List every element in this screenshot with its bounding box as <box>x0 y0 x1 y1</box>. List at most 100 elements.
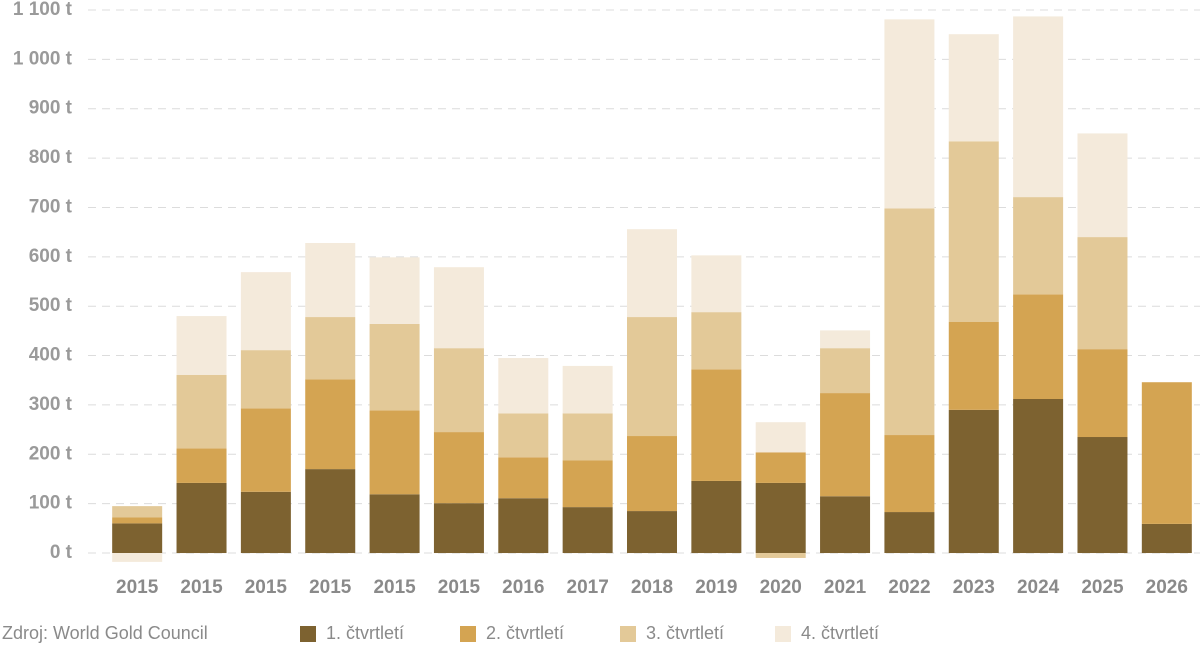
bar-segment <box>1077 133 1128 238</box>
bar-segment <box>1013 16 1064 198</box>
bar-segment <box>755 553 806 558</box>
bar-segment <box>1077 349 1128 438</box>
x-tick-label: 2022 <box>888 577 930 598</box>
x-tick-label: 2018 <box>631 577 673 598</box>
y-tick-label: 1 000 t <box>13 48 73 69</box>
bar-segment <box>691 480 742 554</box>
bar-segment <box>305 469 356 554</box>
bar-segment <box>176 316 227 375</box>
y-tick-label: 0 t <box>50 542 73 563</box>
x-tick-label: 2015 <box>309 577 352 598</box>
bar-segment <box>240 408 291 492</box>
bar-segment <box>305 379 356 470</box>
bar-segment <box>240 272 291 351</box>
bar-segment <box>498 457 549 499</box>
bar-segment <box>369 257 420 324</box>
x-tick-label: 2017 <box>567 577 609 598</box>
y-tick-label: 800 t <box>29 147 73 168</box>
bar-segment <box>112 506 163 518</box>
legend-label: 3. čtvrtletí <box>646 623 724 643</box>
y-tick-label: 400 t <box>29 345 73 366</box>
x-tick-label: 2019 <box>695 577 737 598</box>
x-tick-label: 2016 <box>502 577 544 598</box>
y-tick-label: 200 t <box>29 443 73 464</box>
legend-label: 1. čtvrtletí <box>326 623 404 643</box>
bar-segment <box>691 312 742 370</box>
bar-segment <box>433 432 484 504</box>
bar-segment <box>1141 523 1192 554</box>
bar-segment <box>433 348 484 433</box>
x-tick-label: 2025 <box>1081 577 1124 598</box>
bar-segment <box>498 413 549 458</box>
bar-segment <box>755 452 806 483</box>
bar-segment <box>562 507 613 554</box>
bar-segment <box>112 523 163 554</box>
y-tick-label: 700 t <box>29 196 73 217</box>
bar-segment <box>562 460 613 508</box>
bar-segment <box>1013 294 1064 400</box>
bar-segment <box>305 317 356 380</box>
bar-segment <box>948 34 999 142</box>
bar-segment <box>755 422 806 453</box>
bar-segment <box>240 491 291 554</box>
bar-segment <box>1013 399 1064 554</box>
x-tick-label: 2020 <box>760 577 802 598</box>
x-tick-label: 2015 <box>438 577 481 598</box>
legend-swatch <box>620 626 636 642</box>
bar-segment <box>948 409 999 554</box>
source: Zdroj: World Gold Council <box>2 623 208 643</box>
legend-label: 4. čtvrtletí <box>801 623 879 643</box>
bar-segment <box>369 410 420 495</box>
bar-segment <box>884 512 935 554</box>
bar-segment <box>498 358 549 414</box>
bar-segment <box>627 436 677 512</box>
bar-segment <box>433 267 484 349</box>
legend-swatch <box>300 626 316 642</box>
bar-segment <box>884 435 935 513</box>
x-tick-label: 2021 <box>824 577 867 598</box>
bar-segment <box>498 498 549 554</box>
bar-segment <box>948 321 999 410</box>
bar-segment <box>627 317 677 437</box>
x-tick-label: 2023 <box>953 577 995 598</box>
bar-segment <box>1077 237 1128 350</box>
x-tick-label: 2015 <box>116 577 159 598</box>
bar-segment <box>691 369 742 481</box>
legend-swatch <box>775 626 791 642</box>
y-tick-label: 1 100 t <box>13 0 73 20</box>
bar-segment <box>433 503 484 554</box>
bar-segment <box>176 482 227 554</box>
bar-segment <box>112 553 163 562</box>
x-tick-label: 2015 <box>180 577 223 598</box>
bar-segment <box>948 141 999 322</box>
y-tick-label: 500 t <box>29 295 73 316</box>
bar-segment <box>369 494 420 554</box>
x-tick-label: 2015 <box>373 577 416 598</box>
legend-label: 2. čtvrtletí <box>486 623 564 643</box>
bar-segment <box>691 255 742 313</box>
y-tick-label: 100 t <box>29 493 73 514</box>
bar-segment <box>240 350 291 409</box>
x-tick-label: 2024 <box>1017 577 1060 598</box>
bar-segment <box>820 348 871 394</box>
bar-segment <box>627 229 677 318</box>
bar-segment <box>1141 382 1192 524</box>
y-tick-label: 900 t <box>29 98 73 119</box>
bar-segment <box>1077 437 1128 554</box>
y-tick-label: 600 t <box>29 246 73 267</box>
bar-segment <box>305 243 356 318</box>
bar-segment <box>755 482 806 554</box>
x-tick-label: 2026 <box>1146 577 1188 598</box>
y-tick-label: 300 t <box>29 394 73 415</box>
bar-segment <box>112 517 163 524</box>
bar-segment <box>562 365 613 414</box>
bar-segment <box>562 413 613 461</box>
bar-segment <box>176 374 227 449</box>
bar-segment <box>820 330 871 349</box>
bar-segment <box>884 19 935 209</box>
bar-segment <box>627 511 677 554</box>
bar-segment <box>820 393 871 497</box>
bar-segment <box>884 208 935 436</box>
x-tick-label: 2015 <box>245 577 288 598</box>
bar-segment <box>820 496 871 554</box>
